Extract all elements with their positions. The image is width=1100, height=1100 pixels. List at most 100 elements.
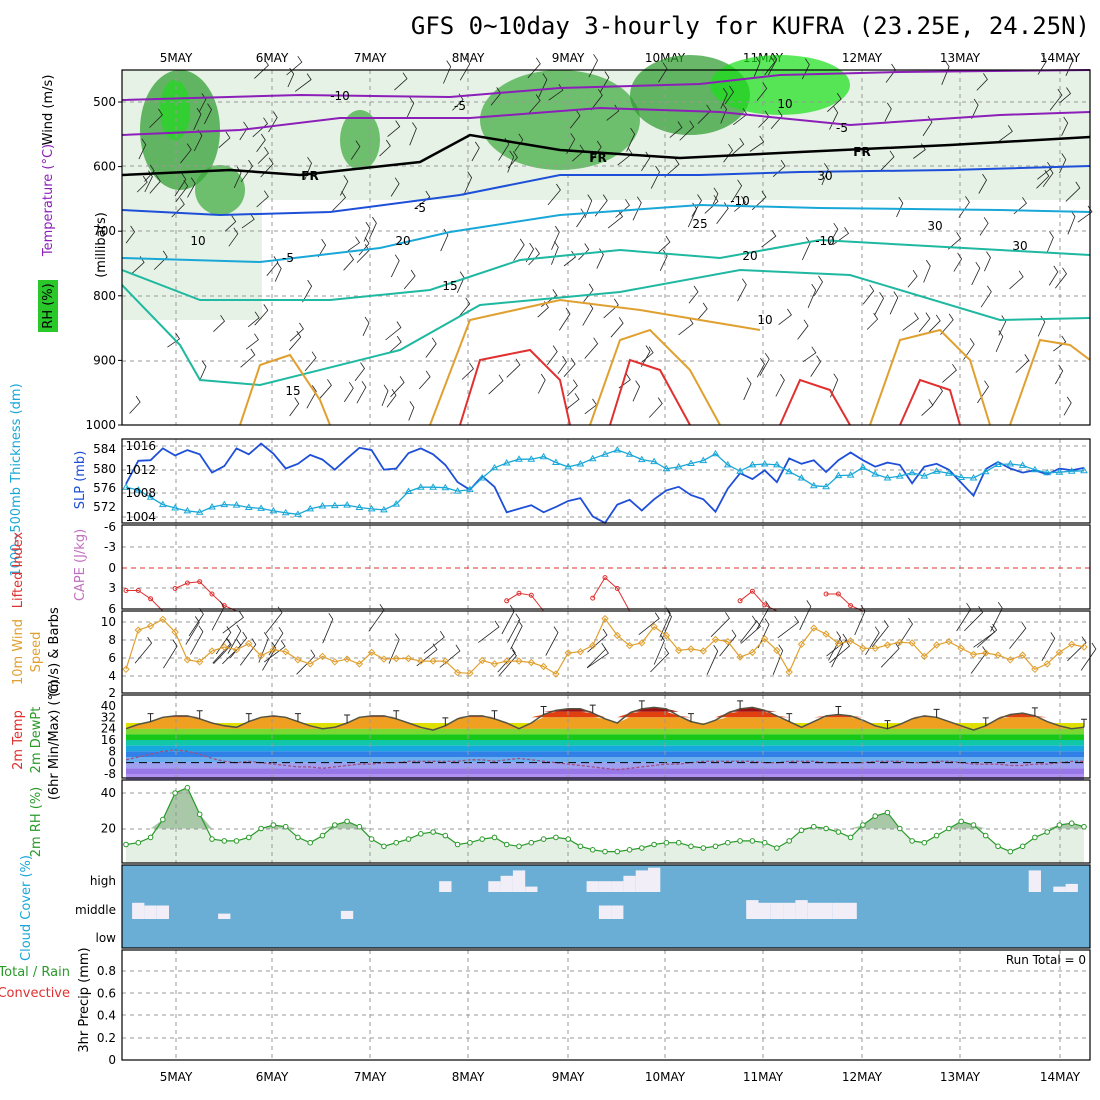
temp-band [126, 734, 1084, 740]
contour-25 [239, 353, 331, 426]
precip-tick: 0.4 [97, 1009, 116, 1023]
wind-barb [586, 646, 609, 669]
wind-barb [390, 376, 405, 398]
slp-tick: 1016 [125, 439, 156, 453]
wind-barb [807, 283, 817, 308]
wind-barb [212, 637, 231, 664]
contour-freezing [121, 133, 1091, 177]
cloud-middle-bar [795, 900, 808, 919]
rh-legend-label: RH (%) [41, 283, 56, 328]
wind-barb [1041, 632, 1056, 662]
rh-point [651, 841, 657, 848]
cloud-high-bar [512, 870, 526, 892]
wind-speed-line [125, 617, 1085, 675]
wind-speed-point [810, 624, 818, 632]
wind-barb [706, 644, 719, 675]
rh-point [675, 839, 682, 846]
cloud-axis-label: Cloud Cover (%) [19, 855, 34, 961]
lifted-index-line [592, 576, 631, 612]
wind-barb [802, 346, 817, 363]
wind-speed-point [674, 646, 683, 655]
cloud-middle-bar [611, 905, 624, 919]
wind-barb [678, 317, 694, 336]
wind-barb [252, 117, 269, 138]
wind-barb [1065, 181, 1081, 202]
thickness-point [699, 456, 708, 464]
wind-barb [563, 357, 576, 377]
thickness-point [244, 503, 253, 510]
thickness-point [453, 487, 462, 494]
cloud-middle-bar [598, 905, 612, 919]
wind-barb [129, 395, 141, 414]
wind-barb [227, 624, 242, 654]
wind-barb [362, 316, 370, 336]
minmax-bar [540, 706, 547, 715]
li-tick: 0 [108, 561, 116, 575]
rh-point [712, 843, 719, 850]
wind-barb [1059, 87, 1072, 104]
wind-barb [198, 93, 207, 113]
wind-barb [322, 612, 334, 644]
wind-barb [650, 647, 670, 673]
wind-barb [245, 333, 259, 350]
wind-barb [813, 275, 823, 297]
wind-barb [688, 285, 699, 304]
wind-tick: 10 [101, 615, 116, 629]
wind-barb [233, 166, 242, 189]
wind-barb [720, 103, 727, 124]
rh-point [1019, 843, 1026, 850]
wind-barb [211, 601, 225, 631]
rh-point [282, 823, 289, 830]
rh-point [491, 834, 498, 841]
wind-barb [664, 158, 680, 177]
wind-barb [289, 397, 300, 417]
wind-speed-axis-label: Speed [29, 632, 44, 673]
temp-tick: 16 [101, 733, 116, 747]
dewpoint-line [125, 749, 1084, 771]
wind-barb [239, 638, 257, 666]
wind-speed-point [355, 660, 364, 668]
rh-point [356, 823, 363, 830]
wind-speed-point [920, 652, 929, 661]
cloud-high-bar [1028, 870, 1041, 892]
wind-barb [507, 613, 521, 643]
lifted-index-point [737, 598, 743, 604]
wind-barb [439, 644, 461, 668]
wind-speed-point [220, 643, 229, 651]
rh-point [774, 845, 780, 851]
rh-point [749, 838, 756, 844]
wind-barb [749, 135, 765, 152]
li-tick: 3 [108, 581, 116, 595]
wind-barb [661, 610, 672, 641]
rh-point [135, 839, 142, 846]
wind-barb [810, 355, 822, 377]
cloud-high-bar [586, 881, 599, 892]
wind-barb [506, 358, 521, 378]
wind-barb [356, 244, 370, 263]
cloud-middle-bar [218, 913, 231, 919]
wind-barb [218, 131, 231, 148]
pressure-tick: 700 [93, 224, 116, 238]
wind-barb [386, 388, 397, 408]
wind-barb [566, 133, 576, 154]
wind-barb [347, 236, 361, 252]
cloud-middle-bar [844, 902, 857, 919]
rh-point [565, 836, 572, 842]
wind-barb [970, 646, 987, 674]
wind-speed-point [846, 637, 855, 645]
rh-point [1056, 822, 1063, 828]
wind-barb [761, 229, 777, 248]
wind-speed-point [232, 645, 241, 654]
wind-barb [332, 191, 347, 211]
wind-barb [607, 210, 624, 229]
thickness-point [736, 467, 744, 474]
wind-barb [257, 146, 269, 164]
wind-barb [149, 175, 161, 194]
label-part: Cloud Cover (%) [19, 855, 34, 961]
wind-barb [239, 121, 248, 141]
wind-barb [363, 221, 371, 242]
rh-legend-swatch [38, 280, 58, 332]
wind-barb [880, 150, 895, 172]
wind-barb [653, 634, 665, 665]
wind-speed-point [662, 631, 671, 640]
